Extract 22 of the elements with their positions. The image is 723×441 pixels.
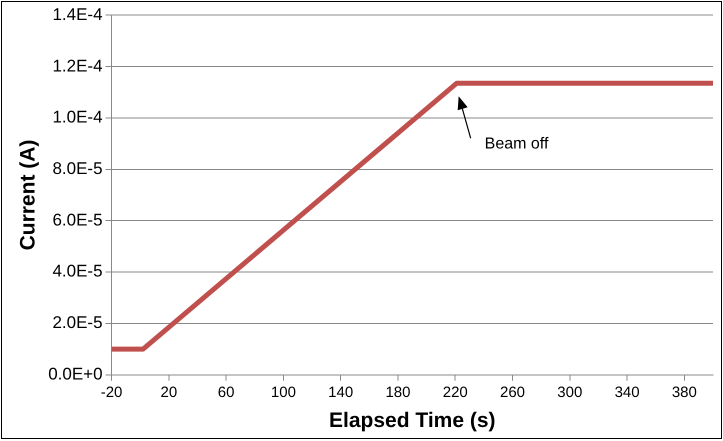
x-tick-label: 340 bbox=[614, 384, 640, 401]
x-tick-label: 220 bbox=[442, 384, 468, 401]
y-tick-label: 1.4E-4 bbox=[52, 4, 103, 24]
x-tick-label: 100 bbox=[270, 384, 296, 401]
x-tick-label: 20 bbox=[160, 384, 178, 401]
y-tick-label: 6.0E-5 bbox=[52, 210, 103, 230]
annotation: Beam off bbox=[484, 136, 549, 153]
x-axis-title: Elapsed Time (s) bbox=[329, 409, 496, 432]
x-tick-label: 60 bbox=[218, 384, 234, 401]
x-tick-label: -20 bbox=[100, 384, 122, 401]
x-tick-label: 260 bbox=[500, 384, 526, 401]
y-tick-label: 2.0E-5 bbox=[52, 313, 103, 332]
x-tick-label: 380 bbox=[672, 384, 697, 401]
y-tick-label: 1.2E-4 bbox=[52, 56, 103, 76]
x-tick-label: 180 bbox=[385, 384, 410, 401]
y-tick-label: 4.0E-5 bbox=[52, 262, 103, 281]
y-tick-label: 0.0E+0 bbox=[48, 364, 103, 384]
x-tick-label: 140 bbox=[328, 384, 354, 401]
y-tick-label: 8.0E-5 bbox=[52, 159, 103, 178]
y-axis-title: Current (A) bbox=[16, 140, 40, 250]
x-tick-label: 300 bbox=[557, 384, 582, 401]
y-tick-label: 1.0E-4 bbox=[52, 108, 103, 127]
